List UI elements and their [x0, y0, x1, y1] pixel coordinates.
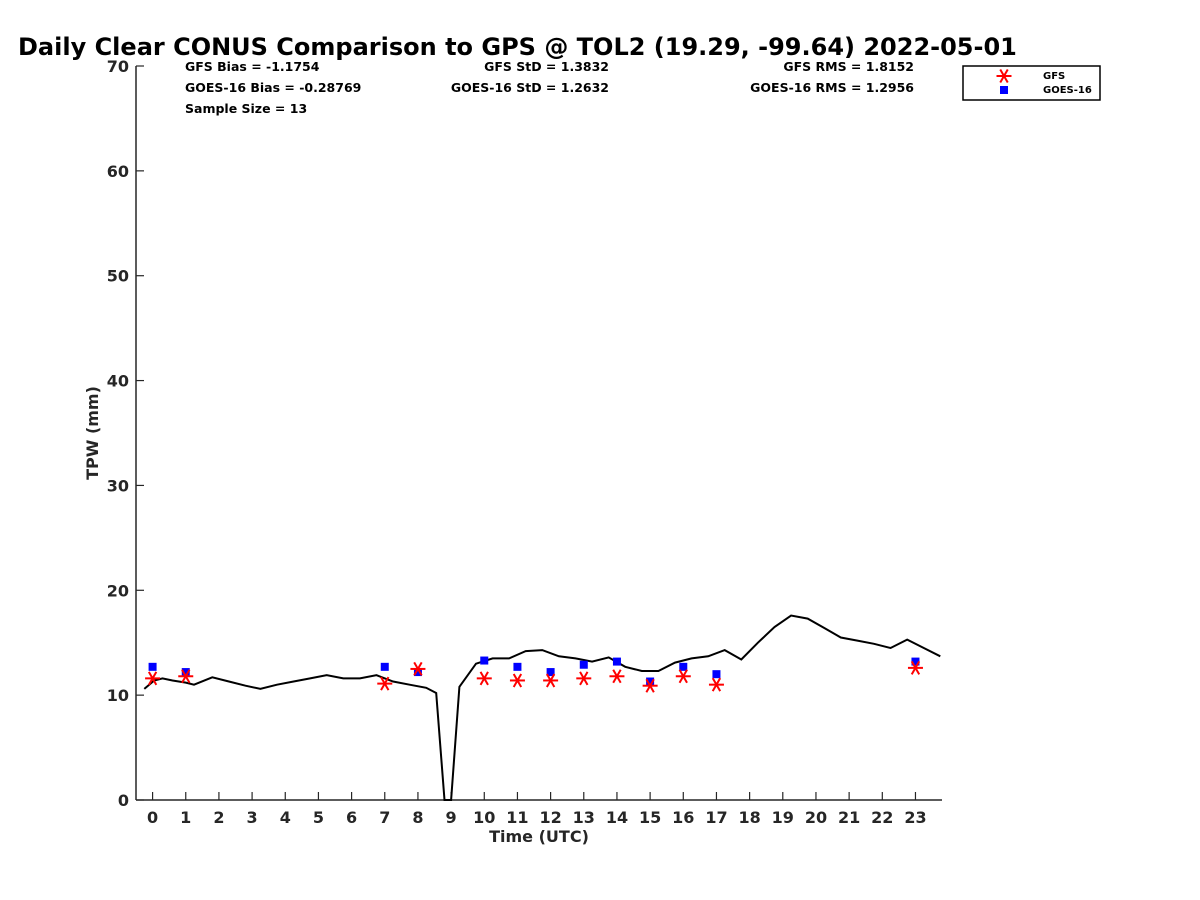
gfs-data-point — [509, 673, 525, 688]
x-tick-label: 3 — [247, 808, 258, 827]
x-tick-label: 16 — [672, 808, 694, 827]
x-tick-label: 20 — [805, 808, 827, 827]
gfs-data-point — [543, 673, 559, 688]
gfs-rms-text: GFS RMS = 1.8152 — [783, 59, 914, 74]
gfs-data-point — [178, 669, 194, 684]
gfs-data-point — [675, 669, 691, 684]
goes-data-point — [679, 662, 688, 671]
goes-data-point — [413, 668, 422, 677]
y-tick-label: 40 — [107, 372, 129, 391]
goes-data-point — [480, 656, 489, 665]
x-tick-label: 7 — [379, 808, 390, 827]
x-tick-label: 13 — [573, 808, 595, 827]
x-tick-label: 23 — [904, 808, 926, 827]
gfs-data-point — [642, 678, 658, 693]
gps-line-layer — [143, 614, 941, 801]
goes-data-point — [911, 657, 920, 666]
gfs-data-point — [476, 671, 492, 686]
y-tick-label: 30 — [107, 476, 129, 495]
x-tick-label: 17 — [705, 808, 727, 827]
gfs-data-point — [145, 671, 161, 686]
x-tick-label: 11 — [506, 808, 528, 827]
gfs-data-point — [410, 661, 426, 676]
goes-markers — [148, 656, 920, 686]
x-tick-label: 6 — [346, 808, 357, 827]
y-tick-label: 60 — [107, 162, 129, 181]
y-tick-label: 20 — [107, 581, 129, 600]
gfs-std-text: GFS StD = 1.3832 — [484, 59, 609, 74]
x-tick-label: 15 — [639, 808, 661, 827]
legend-gfs-asterisk-icon — [996, 69, 1012, 83]
x-tick-label: 21 — [838, 808, 860, 827]
goes-data-point — [546, 668, 555, 677]
chart-title: Daily Clear CONUS Comparison to GPS @ TO… — [18, 33, 1017, 61]
goes-rms-text: GOES-16 RMS = 1.2956 — [750, 80, 914, 95]
goes-data-point — [712, 670, 721, 679]
x-tick-label: 2 — [213, 808, 224, 827]
x-tick-label: 9 — [446, 808, 457, 827]
legend-gfs-asterisk-shape — [996, 69, 1012, 83]
legend-label-goes: GOES-16 — [1043, 85, 1092, 96]
x-axis-label: Time (UTC) — [489, 827, 589, 846]
goes-data-point — [646, 677, 655, 686]
x-tick-label: 18 — [738, 808, 760, 827]
goes-data-point — [579, 660, 588, 669]
legend: GFS GOES-16 — [962, 65, 1101, 101]
gfs-markers — [145, 660, 923, 693]
goes-data-point — [513, 662, 522, 671]
x-tick-label: 4 — [280, 808, 291, 827]
y-tick-label: 0 — [118, 791, 129, 810]
goes-data-point — [380, 662, 389, 671]
gfs-data-point — [377, 676, 393, 691]
y-tick-label: 10 — [107, 686, 129, 705]
x-tick-label: 0 — [147, 808, 158, 827]
gfs-data-point — [708, 677, 724, 692]
x-tick-label: 22 — [871, 808, 893, 827]
x-tick-label: 12 — [539, 808, 561, 827]
y-tick-label: 70 — [107, 57, 129, 76]
legend-box — [962, 65, 1101, 101]
x-tick-label: 10 — [473, 808, 495, 827]
goes-data-point — [612, 657, 621, 666]
x-tick-label: 19 — [772, 808, 794, 827]
x-tick-label: 8 — [412, 808, 423, 827]
goes-data-point — [181, 668, 190, 677]
gfs-data-point — [907, 660, 923, 675]
sample-size-text: Sample Size = 13 — [185, 101, 307, 116]
x-tick-label: 1 — [180, 808, 191, 827]
legend-goes-square-icon — [1000, 86, 1008, 94]
gfs-data-point — [609, 669, 625, 684]
y-axis-label: TPW (mm) — [83, 386, 102, 480]
y-tick-label: 50 — [107, 267, 129, 286]
goes-data-point — [148, 662, 157, 671]
goes-bias-text: GOES-16 Bias = -0.28769 — [185, 80, 361, 95]
goes-std-text: GOES-16 StD = 1.2632 — [451, 80, 609, 95]
legend-label-gfs: GFS — [1043, 71, 1065, 82]
x-tick-label: 5 — [313, 808, 324, 827]
stats-panel: GFS Bias = -1.1754 GOES-16 Bias = -0.287… — [185, 59, 914, 116]
gps-series-line — [143, 614, 941, 801]
gfs-data-point — [576, 671, 592, 686]
gfs-bias-text: GFS Bias = -1.1754 — [185, 59, 320, 74]
x-tick-label: 14 — [606, 808, 628, 827]
